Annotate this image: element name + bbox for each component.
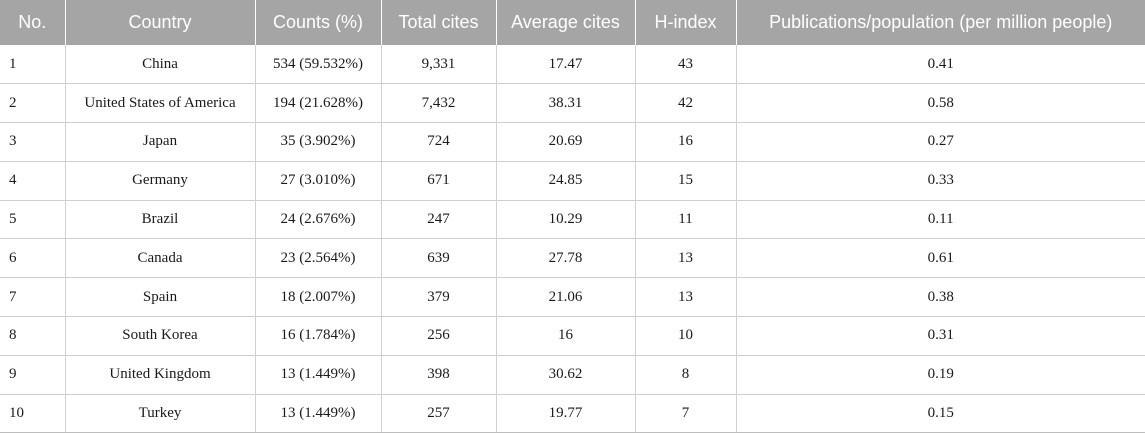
cell-total-cites: 724	[381, 122, 497, 162]
cell-average-cites: 27.78	[496, 238, 636, 279]
table-row: 3 Japan 35 (3.902%) 724 20.69 16 0.27	[0, 122, 1145, 162]
table-body: 1 China 534 (59.532%) 9,331 17.47 43 0.4…	[0, 45, 1145, 433]
cell-h-index: 43	[635, 45, 737, 85]
header-average-cites: Average cites	[496, 0, 636, 45]
cell-total-cites: 379	[381, 277, 497, 318]
cell-h-index: 8	[635, 355, 737, 395]
header-counts: Counts (%)	[255, 0, 382, 45]
cell-country: Canada	[65, 238, 256, 279]
cell-counts: 13 (1.449%)	[255, 394, 382, 433]
cell-no: 6	[0, 238, 66, 279]
cell-country: South Korea	[65, 316, 256, 356]
cell-total-cites: 639	[381, 238, 497, 279]
cell-no: 9	[0, 355, 66, 395]
cell-counts: 35 (3.902%)	[255, 122, 382, 162]
cell-counts: 24 (2.676%)	[255, 200, 382, 240]
cell-total-cites: 7,432	[381, 83, 497, 124]
cell-average-cites: 19.77	[496, 394, 636, 433]
table-row: 4 Germany 27 (3.010%) 671 24.85 15 0.33	[0, 161, 1145, 201]
table-row: 2 United States of America 194 (21.628%)…	[0, 83, 1145, 124]
cell-publications-population: 0.19	[736, 355, 1145, 395]
cell-average-cites: 20.69	[496, 122, 636, 162]
cell-country: United Kingdom	[65, 355, 256, 395]
cell-no: 10	[0, 394, 66, 433]
header-total-cites: Total cites	[381, 0, 497, 45]
cell-h-index: 15	[635, 161, 737, 201]
cell-average-cites: 16	[496, 316, 636, 356]
cell-counts: 23 (2.564%)	[255, 238, 382, 279]
cell-country: Brazil	[65, 200, 256, 240]
cell-country: China	[65, 45, 256, 85]
cell-total-cites: 671	[381, 161, 497, 201]
header-publications-population: Publications/population (per million peo…	[736, 0, 1145, 45]
header-h-index: H-index	[635, 0, 737, 45]
cell-total-cites: 257	[381, 394, 497, 433]
cell-h-index: 7	[635, 394, 737, 433]
cell-h-index: 13	[635, 277, 737, 318]
cell-counts: 18 (2.007%)	[255, 277, 382, 318]
cell-publications-population: 0.11	[736, 200, 1145, 240]
cell-country: Spain	[65, 277, 256, 318]
cell-publications-population: 0.31	[736, 316, 1145, 356]
cell-no: 4	[0, 161, 66, 201]
cell-counts: 194 (21.628%)	[255, 83, 382, 124]
cell-country: Turkey	[65, 394, 256, 433]
cell-average-cites: 10.29	[496, 200, 636, 240]
cell-no: 1	[0, 45, 66, 85]
cell-publications-population: 0.33	[736, 161, 1145, 201]
cell-publications-population: 0.61	[736, 238, 1145, 279]
cell-country: Japan	[65, 122, 256, 162]
table-row: 7 Spain 18 (2.007%) 379 21.06 13 0.38	[0, 277, 1145, 318]
table-row: 5 Brazil 24 (2.676%) 247 10.29 11 0.11	[0, 200, 1145, 240]
cell-average-cites: 30.62	[496, 355, 636, 395]
cell-total-cites: 9,331	[381, 45, 497, 85]
cell-average-cites: 38.31	[496, 83, 636, 124]
cell-h-index: 10	[635, 316, 737, 356]
cell-no: 2	[0, 83, 66, 124]
cell-publications-population: 0.58	[736, 83, 1145, 124]
table-header: No. Country Counts (%) Total cites Avera…	[0, 0, 1145, 45]
header-country: Country	[65, 0, 256, 45]
cell-publications-population: 0.27	[736, 122, 1145, 162]
table-row: 10 Turkey 13 (1.449%) 257 19.77 7 0.15	[0, 394, 1145, 433]
cell-h-index: 11	[635, 200, 737, 240]
table-row: 9 United Kingdom 13 (1.449%) 398 30.62 8…	[0, 355, 1145, 395]
cell-no: 7	[0, 277, 66, 318]
cell-country: United States of America	[65, 83, 256, 124]
header-no: No.	[0, 0, 66, 45]
table-row: 1 China 534 (59.532%) 9,331 17.47 43 0.4…	[0, 45, 1145, 85]
cell-average-cites: 24.85	[496, 161, 636, 201]
cell-total-cites: 256	[381, 316, 497, 356]
cell-total-cites: 247	[381, 200, 497, 240]
cell-average-cites: 21.06	[496, 277, 636, 318]
cell-total-cites: 398	[381, 355, 497, 395]
cell-h-index: 13	[635, 238, 737, 279]
cell-counts: 13 (1.449%)	[255, 355, 382, 395]
cell-counts: 27 (3.010%)	[255, 161, 382, 201]
cell-publications-population: 0.38	[736, 277, 1145, 318]
cell-h-index: 42	[635, 83, 737, 124]
cell-publications-population: 0.41	[736, 45, 1145, 85]
cell-counts: 16 (1.784%)	[255, 316, 382, 356]
cell-publications-population: 0.15	[736, 394, 1145, 433]
table-row: 6 Canada 23 (2.564%) 639 27.78 13 0.61	[0, 238, 1145, 279]
cell-no: 5	[0, 200, 66, 240]
header-row: No. Country Counts (%) Total cites Avera…	[0, 0, 1145, 45]
cell-counts: 534 (59.532%)	[255, 45, 382, 85]
cell-country: Germany	[65, 161, 256, 201]
cell-average-cites: 17.47	[496, 45, 636, 85]
cell-no: 8	[0, 316, 66, 356]
table-row: 8 South Korea 16 (1.784%) 256 16 10 0.31	[0, 316, 1145, 356]
cell-h-index: 16	[635, 122, 737, 162]
cell-no: 3	[0, 122, 66, 162]
